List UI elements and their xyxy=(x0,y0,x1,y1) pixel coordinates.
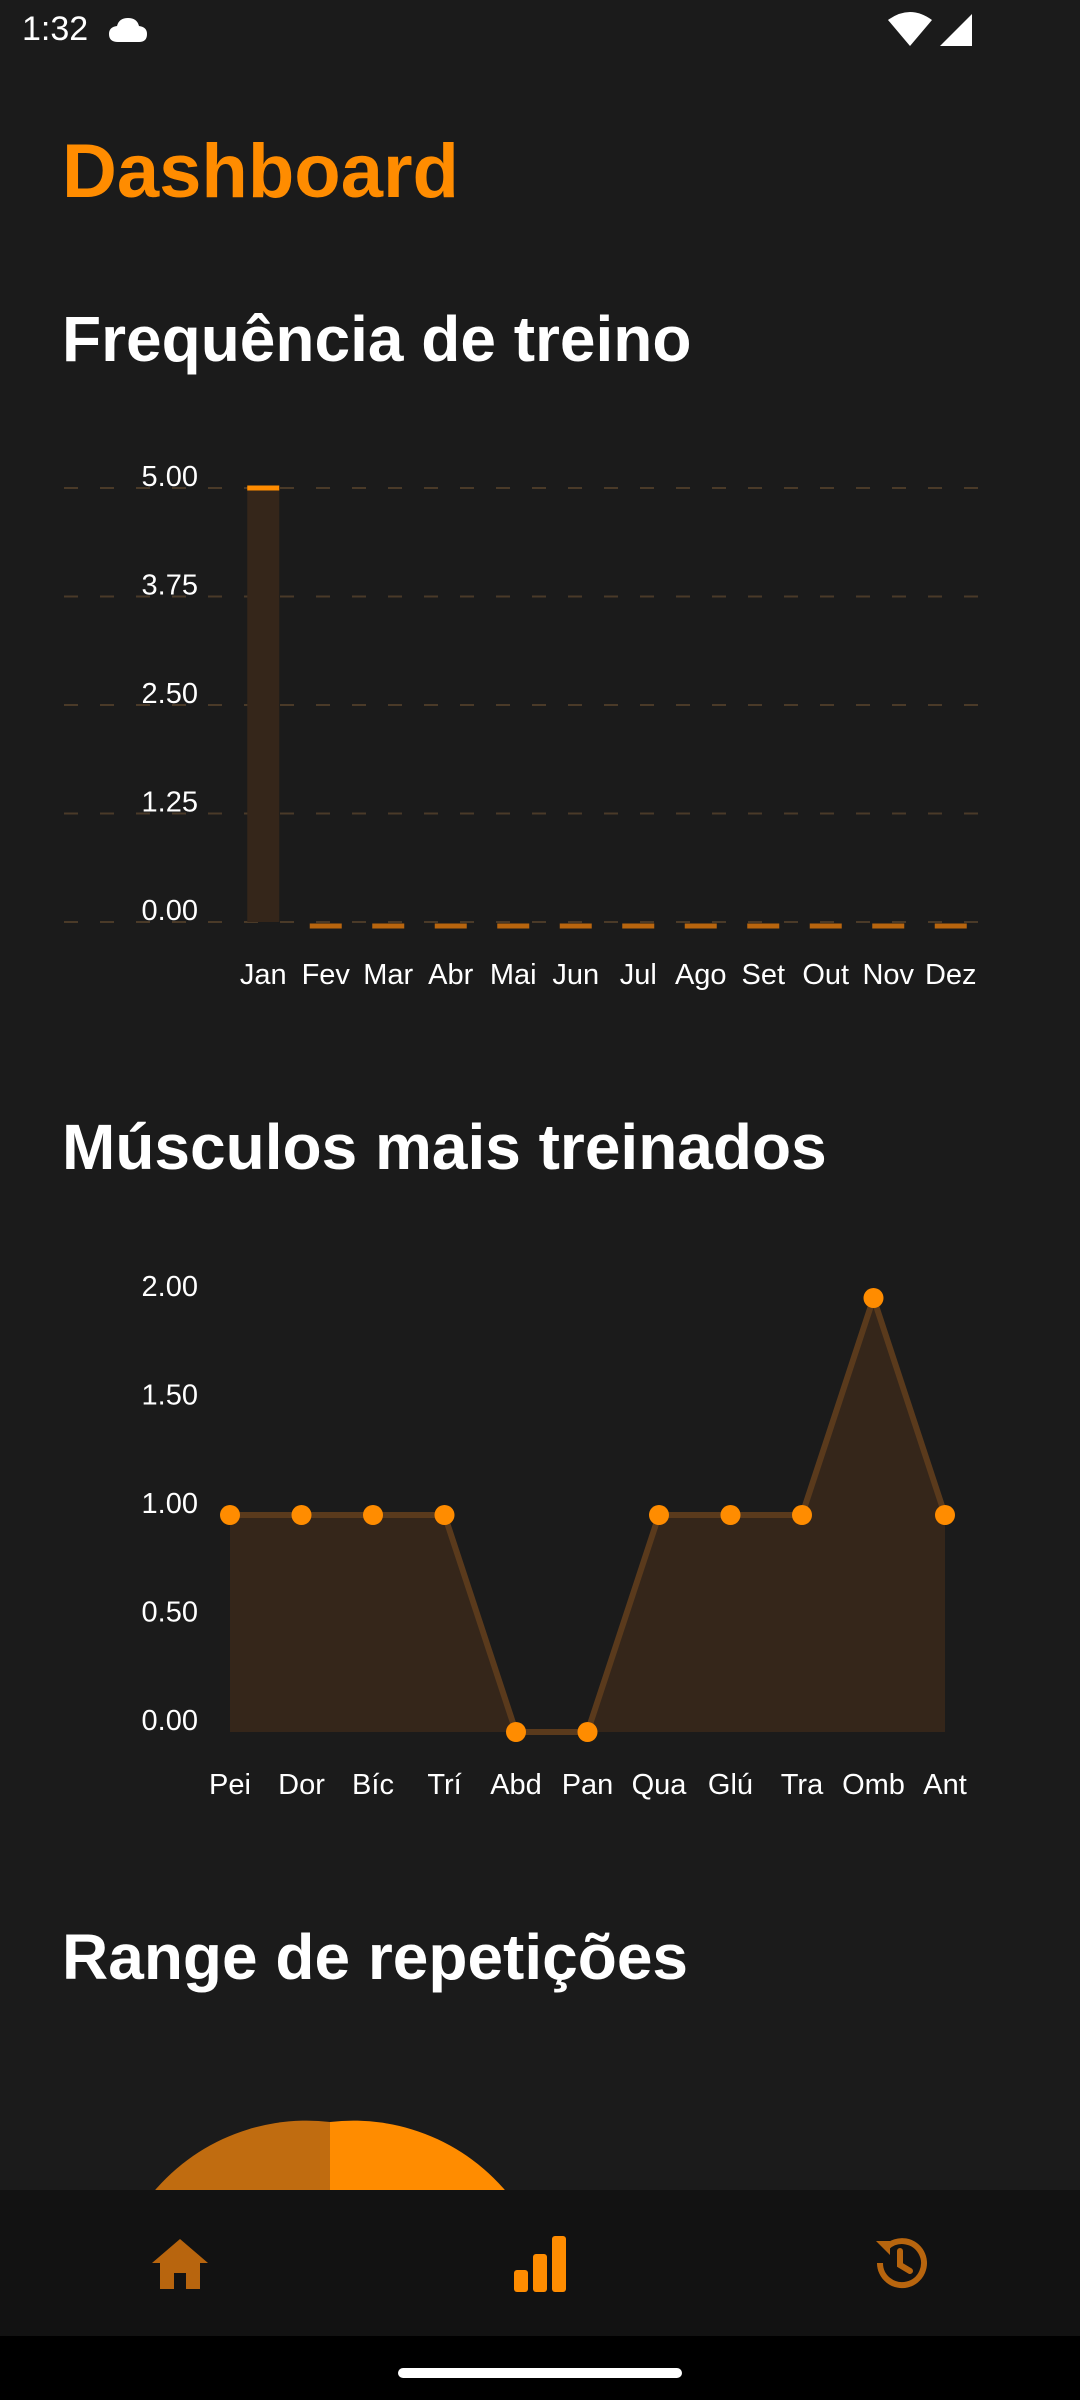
bar-x-tick-label: Ago xyxy=(675,959,727,991)
bar-x-tick-label: Nov xyxy=(862,959,914,991)
line-y-tick-label: 0.00 xyxy=(142,1705,198,1737)
line-x-tick-label: Qua xyxy=(632,1769,688,1801)
line-x-tick-label: Ant xyxy=(923,1769,967,1801)
line-x-tick-label: Trí xyxy=(427,1769,461,1801)
bar-x-tick-label: Fev xyxy=(302,959,351,991)
nav-home-button[interactable] xyxy=(135,2220,225,2306)
line-y-tick-label: 1.00 xyxy=(142,1488,198,1520)
bar-y-tick-label: 5.00 xyxy=(142,461,198,493)
line-x-tick-label: Omb xyxy=(842,1769,905,1801)
line-x-tick-label: Abd xyxy=(490,1769,542,1801)
pie-slice-2 xyxy=(330,2120,505,2190)
line-y-tick-label: 0.50 xyxy=(142,1597,198,1629)
line-point-Dor xyxy=(291,1505,312,1525)
reps-pie-chart xyxy=(0,2100,1080,2190)
line-point-Glú xyxy=(720,1505,741,1525)
line-x-tick-label: Dor xyxy=(278,1769,325,1801)
status-bar: 1:32 xyxy=(0,0,1080,60)
line-x-tick-label: Bíc xyxy=(352,1769,394,1801)
line-x-tick-label: Pan xyxy=(562,1769,614,1801)
home-icon xyxy=(152,2239,208,2289)
line-x-tick-label: Pei xyxy=(209,1769,251,1801)
bar-x-tick-label: Jan xyxy=(240,959,287,991)
line-y-tick-label: 2.00 xyxy=(142,1271,198,1303)
page-title: Dashboard xyxy=(62,129,459,214)
bar-x-tick-label: Jun xyxy=(552,959,599,991)
nav-history-button[interactable] xyxy=(855,2220,945,2306)
line-point-Trí xyxy=(434,1505,455,1525)
line-point-Pei xyxy=(220,1505,240,1525)
bar-x-tick-label: Set xyxy=(741,959,785,991)
nav-stats-button[interactable] xyxy=(495,2220,585,2306)
bar-chart-icon xyxy=(514,2236,566,2292)
section-title-frequency: Frequência de treino xyxy=(62,303,692,375)
line-point-Ant xyxy=(935,1505,955,1525)
bar-y-tick-label: 0.00 xyxy=(142,895,198,927)
line-area-fill xyxy=(230,1298,945,1732)
line-point-Bíc xyxy=(363,1505,383,1525)
line-x-tick-label: Tra xyxy=(781,1769,824,1801)
gesture-navigation-area xyxy=(0,2336,1080,2400)
section-title-muscles: Músculos mais treinados xyxy=(62,1111,827,1183)
bar-x-tick-label: Out xyxy=(802,959,849,991)
section-title-reps: Range de repetições xyxy=(62,1921,688,1993)
bar-x-tick-label: Mar xyxy=(363,959,413,991)
line-point-Tra xyxy=(792,1505,812,1525)
muscles-line-chart: 2.00 1.50 1.00 0.50 0.00 Pei Dor Bíc Trí Abd Pan Qu… xyxy=(142,1271,967,1801)
cloud-icon xyxy=(109,18,147,42)
line-point-Abd xyxy=(506,1722,526,1742)
bar-x-tick-label: Dez xyxy=(925,959,977,991)
line-point-Pan xyxy=(577,1722,598,1742)
wifi-icon xyxy=(888,12,932,46)
bar-y-tick-label: 2.50 xyxy=(142,678,198,710)
bottom-navigation xyxy=(0,2190,1080,2336)
line-y-tick-label: 1.50 xyxy=(142,1380,198,1412)
bar-x-tick-label: Abr xyxy=(428,959,473,991)
bar-y-tick-label: 3.75 xyxy=(142,570,198,602)
bar-x-tick-label: Jul xyxy=(620,959,657,991)
bar-Jan xyxy=(247,488,280,922)
frequency-bar-chart: 5.00 3.75 2.50 1.25 0.00 Jan Fev Mar Abr Mai Jun Ju… xyxy=(64,461,982,991)
line-point-Qua xyxy=(649,1505,669,1525)
cell-signal-icon xyxy=(940,14,972,46)
bar-y-tick-label: 1.25 xyxy=(142,787,198,819)
line-point-Omb xyxy=(863,1288,884,1308)
bar-x-tick-label: Mai xyxy=(490,959,537,991)
history-icon xyxy=(876,2238,927,2289)
gesture-bar[interactable] xyxy=(398,2368,682,2378)
pie-slice-1 xyxy=(155,2120,330,2190)
status-time: 1:32 xyxy=(22,10,89,48)
line-x-tick-label: Glú xyxy=(708,1769,753,1801)
